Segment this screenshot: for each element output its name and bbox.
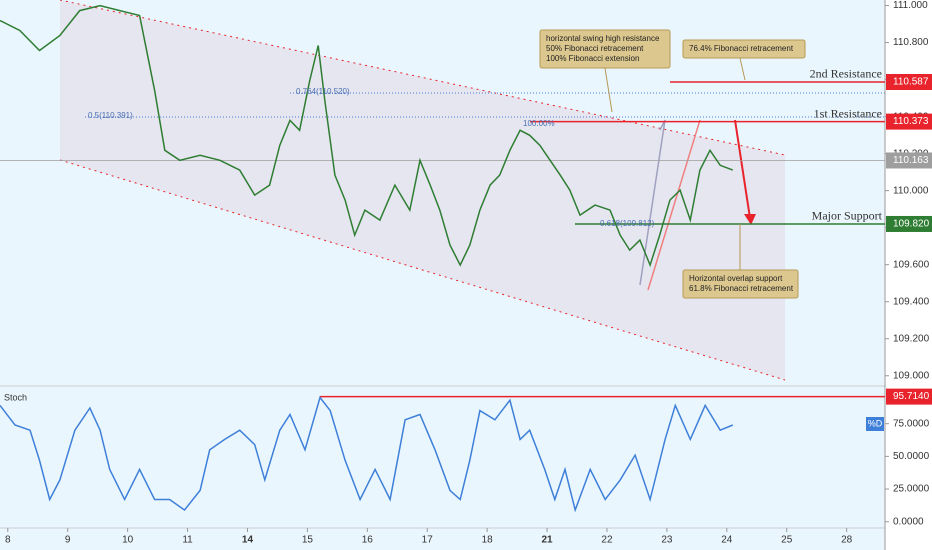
y-tick-label: 25.0000 [893,484,930,495]
projection-arrow [647,119,701,291]
y-tick-label: 109.200 [893,333,930,344]
callout-text: 100% Fibonacci extension [546,54,639,63]
x-tick-label: 10 [122,535,134,546]
callout-text: Horizontal overlap support [689,274,783,283]
level-price: 109.820 [893,219,930,230]
y-tick-label: 110.800 [893,37,929,48]
x-tick-label: 22 [601,535,613,546]
level-price: 110.373 [893,116,929,127]
x-tick-label: 24 [721,535,733,546]
fib-label: 0.764(110.520) [296,87,350,96]
level-price: 110.587 [893,77,929,88]
projection-arrow [639,119,666,286]
y-tick-label: 50.0000 [893,451,930,462]
y-tick-label: 110.000 [893,185,929,196]
forecast-arrow [734,119,751,219]
x-tick-label: 18 [482,535,494,546]
level-price-box [886,152,932,169]
level-label: 1st Resistance [814,106,882,120]
fib-label: 0.618(109.812) [600,219,655,228]
forecast-arrow-head [744,214,756,225]
legend-box [866,417,884,431]
callout-text: 61.8% Fibonacci retracement [689,284,794,293]
channel-area [60,0,785,380]
level-label: 2nd Resistance [810,67,882,81]
fib-label: 100.00% [523,119,555,128]
x-tick-label: 25 [781,535,793,546]
x-tick-label: 8 [5,535,11,546]
x-tick-label: 23 [661,535,673,546]
level-price-box [886,388,932,405]
callout-text: horizontal swing high resistance [546,34,660,43]
level-price-box [886,73,932,90]
fib-label: 0.5(110.391) [88,111,133,120]
level-price-box [886,113,932,130]
x-tick-label: 14 [242,535,254,546]
y-tick-label: 109.000 [893,370,930,381]
y-tick-label: 75.0000 [893,418,930,429]
x-tick-label: 21 [541,535,553,546]
x-tick-label: 9 [65,535,71,546]
y-tick-label: 111.000 [893,0,928,11]
callout-text: 76.4% Fibonacci retracement [689,44,794,53]
y-tick-label: 0.0000 [893,516,924,527]
level-price: 110.163 [893,155,929,166]
x-tick-label: 15 [302,535,314,546]
x-tick-label: 17 [422,535,434,546]
x-tick-label: 28 [841,535,853,546]
level-label: Major Support [812,209,883,223]
y-tick-label: 109.400 [893,296,930,307]
level-price-box [886,215,932,232]
series-line [0,395,734,513]
legend-label: %D [868,418,883,428]
level-price: 95.7140 [893,391,930,402]
callout-pointer [604,67,613,113]
x-tick-label: 16 [362,535,374,546]
y-tick-label: 109.600 [893,259,930,270]
callout-box [682,39,806,59]
callout-pointer [739,57,746,81]
callout-text: 50% Fibonacci retracement [546,44,644,53]
channel-bottom [59,159,786,381]
series-line [0,4,734,268]
pane-title: Stoch [4,392,27,402]
x-tick-label: 11 [182,535,193,546]
price-axis [885,0,932,550]
